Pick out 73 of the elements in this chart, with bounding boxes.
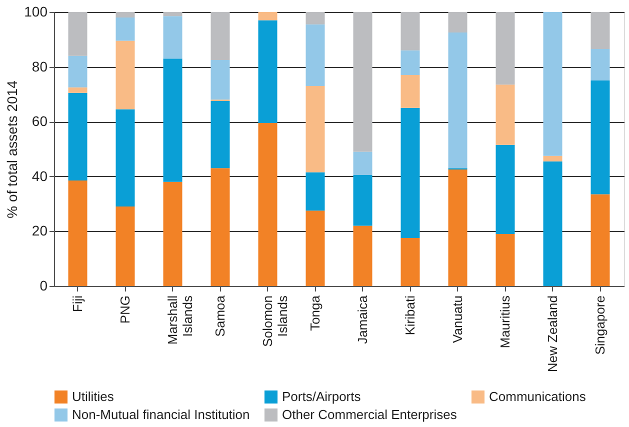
y-tick-label: 100 bbox=[24, 4, 48, 20]
bar bbox=[258, 122, 278, 286]
bar bbox=[496, 84, 515, 145]
bar bbox=[306, 24, 325, 86]
bar bbox=[400, 108, 420, 238]
y-tick-label: 20 bbox=[32, 222, 48, 239]
x-tick-label: Fiji bbox=[70, 295, 85, 312]
legend-label: Ports/Airports bbox=[282, 389, 362, 404]
bar bbox=[590, 194, 610, 286]
bar bbox=[400, 12, 420, 50]
bar bbox=[353, 226, 372, 286]
x-tick-label: Jamaica bbox=[354, 294, 370, 344]
bar bbox=[258, 20, 278, 123]
bar bbox=[353, 152, 372, 176]
legend-label: Non-Mutual financial Institution bbox=[72, 407, 250, 422]
bar bbox=[116, 206, 135, 286]
bar bbox=[258, 12, 278, 20]
legend-label: Utilities bbox=[72, 389, 114, 404]
x-tick-label: Singapore bbox=[592, 296, 608, 355]
x-tick-label: Mauritius bbox=[497, 295, 512, 348]
bar bbox=[210, 60, 230, 100]
bar bbox=[163, 58, 182, 182]
bar bbox=[496, 12, 515, 85]
bar bbox=[306, 172, 325, 211]
bar bbox=[400, 75, 420, 108]
bar bbox=[590, 48, 610, 80]
bar bbox=[590, 12, 610, 49]
bar bbox=[210, 168, 230, 286]
bar bbox=[543, 12, 562, 156]
bar bbox=[68, 12, 88, 56]
bar bbox=[543, 161, 562, 286]
y-tick-label: 0 bbox=[40, 278, 48, 294]
x-tick-label: Kiribati bbox=[402, 295, 418, 336]
bar bbox=[163, 182, 182, 286]
bar bbox=[590, 80, 610, 194]
bar bbox=[68, 87, 88, 93]
bar bbox=[163, 12, 182, 16]
x-tick-label: Tonga bbox=[307, 294, 322, 331]
y-axis-title: % of total assets 2014 bbox=[4, 80, 20, 218]
bar bbox=[400, 50, 420, 76]
bar bbox=[163, 16, 182, 59]
x-tick-label: Vanuatu bbox=[450, 296, 465, 343]
bar bbox=[448, 12, 468, 33]
bar bbox=[68, 180, 88, 286]
bar bbox=[210, 101, 230, 168]
y-tick-label: 40 bbox=[32, 168, 48, 184]
x-tick-label: New Zealand bbox=[544, 296, 560, 372]
bar bbox=[353, 175, 372, 226]
bar bbox=[448, 170, 468, 286]
bar bbox=[116, 17, 135, 41]
bar bbox=[543, 156, 562, 162]
bar bbox=[68, 56, 88, 88]
bar bbox=[496, 234, 515, 286]
bar bbox=[306, 12, 325, 24]
bar bbox=[116, 109, 135, 207]
legend-label: Communications bbox=[489, 389, 586, 404]
y-tick-label: 80 bbox=[32, 58, 48, 74]
bar bbox=[353, 12, 372, 152]
x-tick-label: PNG bbox=[117, 296, 132, 324]
bar bbox=[400, 238, 420, 286]
y-tick-label: 60 bbox=[32, 113, 48, 130]
bar bbox=[306, 86, 325, 172]
x-tick-label: Solomon Islands bbox=[260, 295, 290, 347]
bar bbox=[496, 144, 515, 234]
bar bbox=[210, 12, 230, 60]
bar bbox=[116, 40, 135, 110]
x-tick-label: Samoa bbox=[212, 294, 228, 337]
bar bbox=[68, 92, 88, 181]
bar bbox=[116, 12, 135, 18]
bar bbox=[306, 210, 325, 286]
x-tick-label: Marshall Islands bbox=[164, 295, 195, 345]
legend-label: Other Commercial Enterprises bbox=[282, 407, 458, 422]
bar bbox=[448, 32, 468, 168]
